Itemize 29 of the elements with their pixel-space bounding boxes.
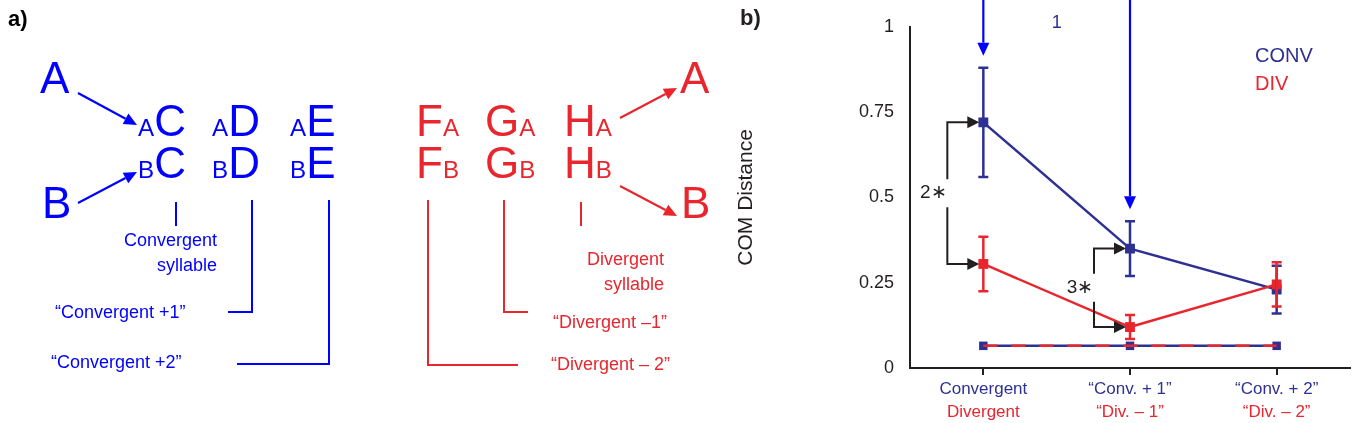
y-tick-label: 0 [883,356,894,377]
y-axis-title: COM Distance [733,129,757,266]
text: Divergent [946,402,1020,422]
y-tick-label: 1 [883,15,894,36]
text: Convergent syllable [122,229,217,278]
text: “Div. – 2” [1242,402,1311,422]
text: CONV [1255,44,1314,67]
x-tick-label: Convergent [939,378,1028,398]
text: b) [740,5,761,31]
text: “Convergent +1” [55,302,186,322]
text: “Divergent –1” [553,312,668,332]
text: “Convergent +2” [51,352,182,372]
y-tick-label: 0.5 [868,186,894,207]
text: B [42,178,72,227]
text: A [40,53,70,102]
text: B [681,178,711,227]
text: a) [8,6,28,31]
x-tick-label: “Conv. + 1” [1088,378,1172,398]
text: Divergent syllable [585,248,664,297]
y-tick-label: 0.75 [858,101,894,122]
text: A [680,53,710,102]
annotation: 2∗ [920,181,947,203]
annotation: 1 [1051,11,1062,32]
annotation: 3∗ [1066,276,1094,298]
text: “Div. – 1” [1096,402,1165,422]
x-tick-label: “Conv. + 2” [1235,378,1319,398]
text: DIV [1255,72,1289,95]
y-tick-label: 0.25 [858,271,894,292]
text: “Divergent – 2” [551,354,671,374]
